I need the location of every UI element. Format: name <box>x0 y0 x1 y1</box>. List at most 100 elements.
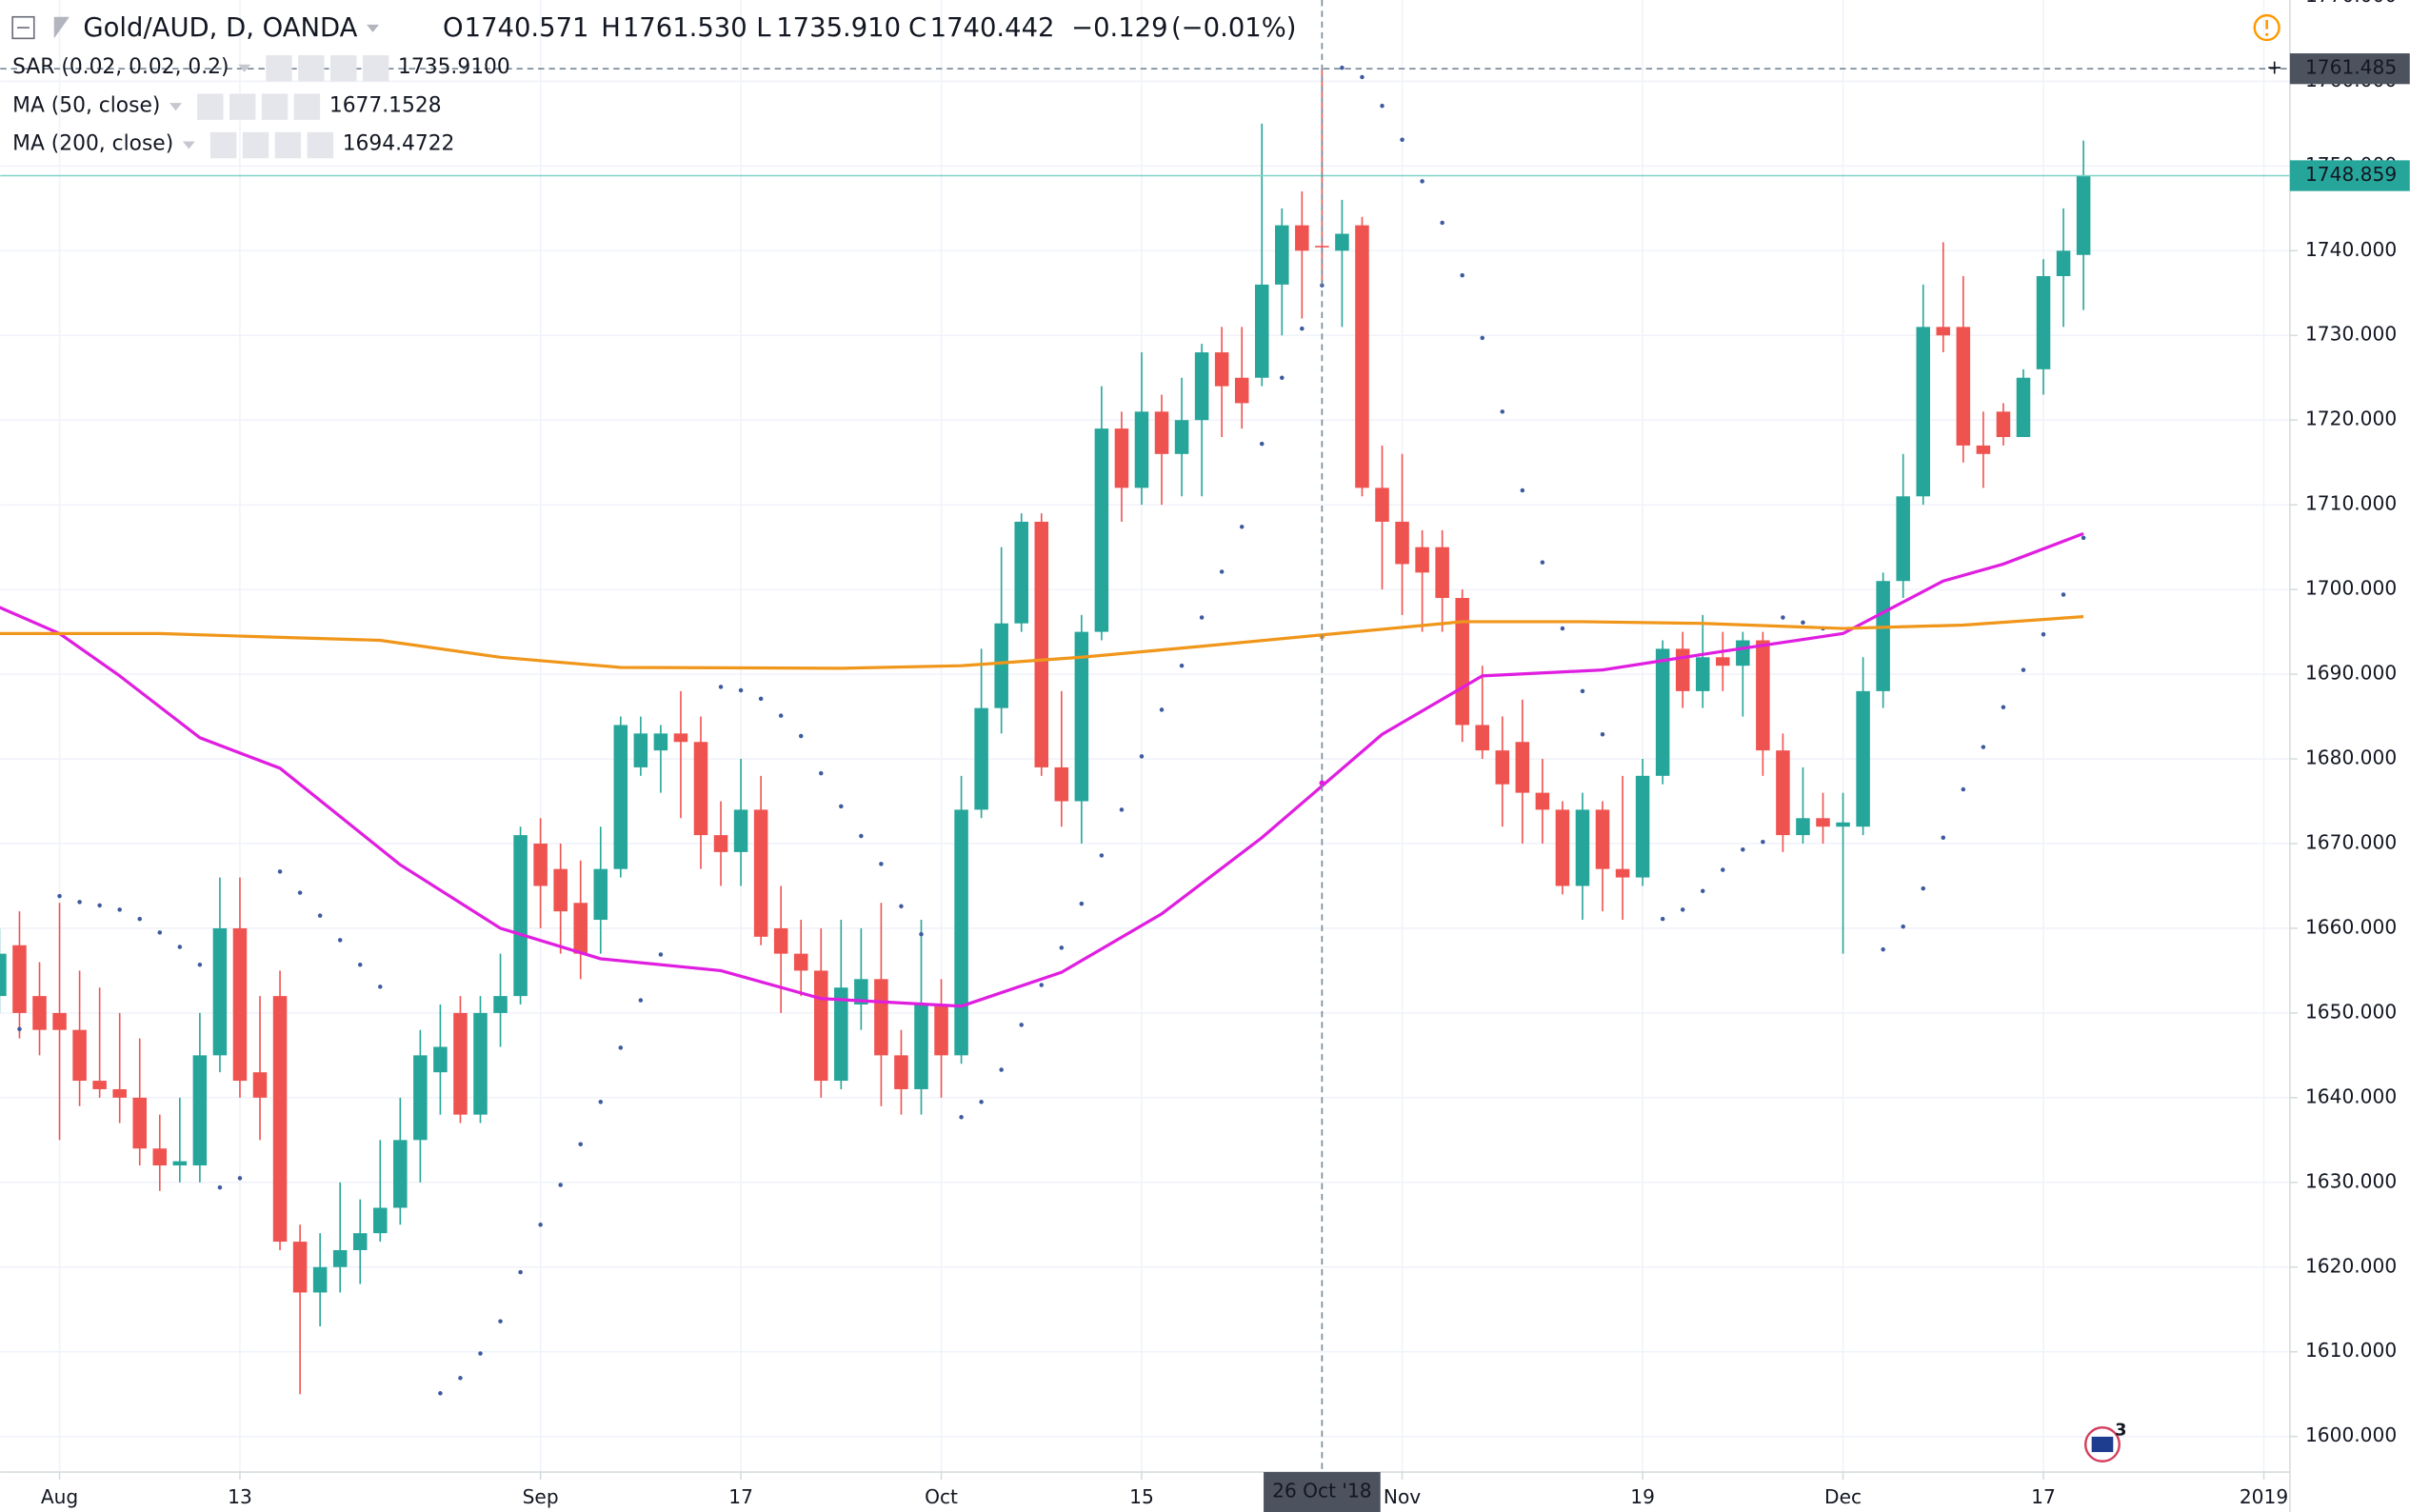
sar-dot <box>1199 615 1205 620</box>
candle-body <box>2076 175 2091 255</box>
ohlc-value: 1735.910 <box>776 13 901 43</box>
candle-body <box>292 1242 308 1293</box>
candle-body <box>1014 521 1028 624</box>
candle-body <box>1214 352 1229 387</box>
indicator-more-button[interactable] <box>261 93 289 120</box>
candle-body <box>1615 868 1630 878</box>
sar-dot <box>1059 945 1065 950</box>
candle-body <box>753 809 768 937</box>
sar-dot <box>979 1100 984 1104</box>
plot-area <box>0 65 2091 1396</box>
candle-body <box>1234 377 1249 404</box>
candle-body <box>1896 496 1910 582</box>
indicator-settings-button[interactable] <box>242 131 269 159</box>
candle-body <box>1315 246 1329 248</box>
candle-body <box>1816 818 1830 827</box>
ohlc-key: L <box>756 13 771 43</box>
candle-body <box>593 868 608 921</box>
sar-dot <box>2001 705 2006 710</box>
sar-dot <box>2021 667 2026 672</box>
candle-body <box>1154 411 1169 454</box>
sar-dot <box>1560 626 1565 631</box>
legend-header: Gold/AUD, D, OANDA O 1740.571 H 1761.530… <box>11 13 2281 43</box>
candle-body <box>1194 352 1209 421</box>
candle-body <box>352 1233 368 1250</box>
sar-dot <box>1881 946 1885 952</box>
sar-dot <box>959 1115 964 1120</box>
candle-body <box>1355 225 1369 488</box>
candle-body <box>1796 818 1810 836</box>
y-tick-label: 1620.000 <box>2305 1254 2397 1277</box>
y-tick-label: 1690.000 <box>2305 662 2397 685</box>
sar-dot <box>618 1045 624 1050</box>
collapse-icon[interactable] <box>11 15 35 40</box>
candle-body <box>1415 547 1429 573</box>
indicator-value: 1694.4722 <box>343 132 455 156</box>
indicator-more-button[interactable] <box>330 55 357 82</box>
crosshair-indicator-point <box>1319 780 1325 786</box>
candle-body <box>1295 225 1309 251</box>
indicator-settings-button[interactable] <box>229 93 256 120</box>
sar-dot <box>1360 74 1364 80</box>
candle-body <box>272 996 288 1243</box>
sar-dot <box>478 1351 483 1356</box>
candle-body <box>493 996 508 1013</box>
candle-body <box>1736 640 1750 666</box>
candle-body <box>2036 275 2051 369</box>
sar-dot <box>1179 663 1185 668</box>
indicator-visibility-button[interactable] <box>266 55 292 82</box>
sar-dot <box>1520 487 1525 493</box>
candle-body <box>1174 420 1189 454</box>
candle-body <box>0 953 7 997</box>
sar-dot <box>1139 754 1145 759</box>
crosshair-plus: + <box>2266 56 2282 79</box>
candle-body <box>232 927 248 1082</box>
dropdown-caret[interactable] <box>182 141 195 149</box>
sar-dot <box>1460 272 1464 278</box>
sar-dot <box>97 903 102 908</box>
indicator-name: SAR (0.02, 0.02, 0.2) <box>12 55 229 79</box>
x-tick-label: Aug <box>41 1485 78 1508</box>
sar-dot <box>297 890 303 895</box>
candle-body <box>733 809 748 852</box>
candle-body <box>834 987 848 1082</box>
sar-dot <box>197 962 203 967</box>
sar-dot <box>1099 853 1105 858</box>
candle-body <box>1114 428 1129 488</box>
sar-dot <box>57 893 62 899</box>
candle-body <box>1695 657 1710 691</box>
indicator-more-button[interactable] <box>274 131 302 159</box>
sar-dot <box>1500 409 1505 414</box>
candle-body <box>1455 598 1469 726</box>
sar-dot <box>798 733 804 739</box>
ohlc-value: 1761.530 <box>623 13 747 43</box>
indicator-value: 1677.1528 <box>329 93 442 117</box>
sar-dot <box>277 869 283 874</box>
indicator-remove-button[interactable] <box>293 93 321 120</box>
candle-body <box>52 1012 67 1030</box>
candle-body <box>393 1140 408 1208</box>
candle-body <box>1776 750 1790 836</box>
indicator-remove-button[interactable] <box>307 131 334 159</box>
dropdown-caret[interactable] <box>169 103 182 111</box>
candle-body <box>112 1088 127 1098</box>
indicator-visibility-button[interactable] <box>197 93 224 120</box>
candle-body <box>1335 233 1349 251</box>
indicator-remove-button[interactable] <box>362 55 389 82</box>
dropdown-caret[interactable] <box>238 64 251 72</box>
sar-dot <box>1019 1023 1024 1027</box>
sar-dot <box>1259 441 1265 447</box>
sar-dot <box>1480 335 1485 341</box>
sar-dot <box>458 1376 463 1381</box>
candle-body <box>1856 690 1870 827</box>
x-tick-label: Dec <box>1824 1485 1862 1508</box>
dropdown-caret[interactable] <box>367 24 379 32</box>
warning-icon[interactable] <box>2253 13 2281 42</box>
candle-body <box>1074 631 1089 802</box>
indicator-settings-button[interactable] <box>298 55 325 82</box>
indicator-visibility-button[interactable] <box>209 131 237 159</box>
sar-dot <box>1921 885 1925 891</box>
sar-dot <box>1420 179 1424 184</box>
sar-dot <box>1801 620 1805 626</box>
sar-dot <box>337 938 343 943</box>
